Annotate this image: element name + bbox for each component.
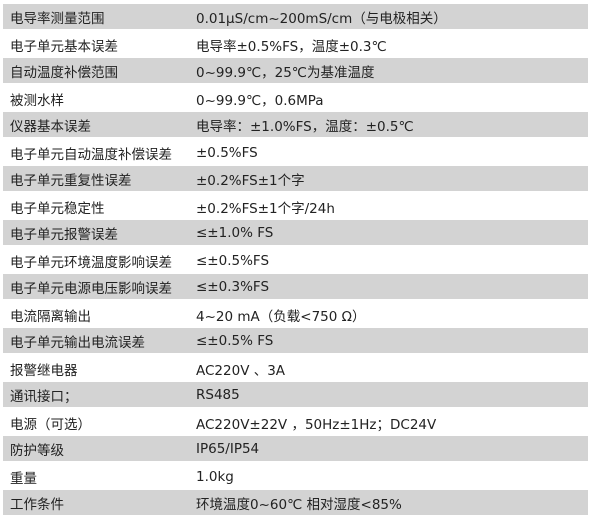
spec-value: IP65/IP54 <box>196 440 260 457</box>
spec-row: 被测水样 0~99.9℃，0.6MPa <box>3 85 588 112</box>
spec-row: 电子单元电源电压影响误差 ≤±0.3%FS <box>3 274 588 301</box>
spec-value: AC220V 、3A <box>196 362 286 379</box>
spec-label: 报警继电器 <box>10 362 78 379</box>
spec-row: 电流隔离输出 4~20 mA（负载<750 Ω） <box>3 301 588 328</box>
spec-value: ±0.2%FS±1个字/24h <box>196 200 335 217</box>
spec-label: 电子单元稳定性 <box>10 200 105 217</box>
spec-label: 电子单元自动温度补偿误差 <box>10 146 172 163</box>
spec-table: 电导率测量范围 0.01μS/cm~200mS/cm（与电极相关） 电子单元基本误差… <box>3 4 588 517</box>
spec-row: 电子单元稳定性 ±0.2%FS±1个字/24h <box>3 193 588 220</box>
spec-value: ≤±1.0% FS <box>196 224 274 241</box>
spec-value: 电导率：±1.0%FS，温度：±0.5℃ <box>196 118 414 135</box>
spec-label: 电子单元基本误差 <box>10 38 118 55</box>
spec-value: AC220V±22V ，50Hz±1Hz；DC24V <box>196 416 437 433</box>
spec-row: 仪器基本误差 电导率：±1.0%FS，温度：±0.5℃ <box>3 112 588 139</box>
spec-value: ≤±0.5%FS <box>196 252 270 269</box>
spec-label: 电流隔离输出 <box>10 308 91 325</box>
spec-label: 电子单元电源电压影响误差 <box>10 280 172 297</box>
spec-row: 电导率测量范围 0.01μS/cm~200mS/cm（与电极相关） <box>3 4 588 31</box>
spec-row: 电子单元报警误差 ≤±1.0% FS <box>3 220 588 247</box>
spec-value: 1.0kg <box>196 468 234 485</box>
spec-value: RS485 <box>196 386 240 403</box>
spec-label: 电子单元报警误差 <box>10 226 118 243</box>
spec-value: 环境温度0~60℃ 相对湿度<85% <box>196 496 402 513</box>
spec-row: 电子单元重复性误差 ±0.2%FS±1个字 <box>3 166 588 193</box>
spec-label: 通讯接口； <box>10 388 78 405</box>
spec-value: 0~99.9℃，0.6MPa <box>196 92 324 109</box>
spec-row: 自动温度补偿范围 0~99.9℃，25℃为基准温度 <box>3 58 588 85</box>
spec-value: ≤±0.5% FS <box>196 332 274 349</box>
spec-row: 通讯接口； RS485 <box>3 382 588 409</box>
spec-label: 仪器基本误差 <box>10 118 91 135</box>
spec-row: 电源（可选） AC220V±22V ，50Hz±1Hz；DC24V <box>3 409 588 436</box>
spec-row: 防护等级 IP65/IP54 <box>3 436 588 463</box>
spec-label: 电源（可选） <box>10 416 91 433</box>
spec-value: ±0.2%FS±1个字 <box>196 172 305 189</box>
spec-value: ≤±0.3%FS <box>196 278 270 295</box>
spec-row: 工作条件 环境温度0~60℃ 相对湿度<85% <box>3 490 588 517</box>
spec-label: 重量 <box>10 470 37 487</box>
spec-label: 电导率测量范围 <box>10 10 105 27</box>
spec-row: 重量 1.0kg <box>3 463 588 490</box>
spec-row: 电子单元自动温度补偿误差 ±0.5%FS <box>3 139 588 166</box>
spec-value: 0~99.9℃，25℃为基准温度 <box>196 64 375 81</box>
spec-row: 电子单元基本误差 电导率±0.5%FS，温度±0.3℃ <box>3 31 588 58</box>
spec-label: 防护等级 <box>10 442 64 459</box>
spec-label: 自动温度补偿范围 <box>10 64 118 81</box>
spec-label: 被测水样 <box>10 92 64 109</box>
spec-value: ±0.5%FS <box>196 144 258 161</box>
spec-row: 电子单元环境温度影响误差 ≤±0.5%FS <box>3 247 588 274</box>
spec-label: 工作条件 <box>10 496 64 513</box>
spec-value: 4~20 mA（负载<750 Ω） <box>196 308 366 325</box>
spec-value: 0.01μS/cm~200mS/cm（与电极相关） <box>196 10 447 27</box>
spec-row: 报警继电器 AC220V 、3A <box>3 355 588 382</box>
spec-row: 电子单元输出电流误差 ≤±0.5% FS <box>3 328 588 355</box>
spec-label: 电子单元输出电流误差 <box>10 334 145 351</box>
spec-label: 电子单元环境温度影响误差 <box>10 254 172 271</box>
spec-value: 电导率±0.5%FS，温度±0.3℃ <box>196 38 387 55</box>
spec-label: 电子单元重复性误差 <box>10 172 132 189</box>
